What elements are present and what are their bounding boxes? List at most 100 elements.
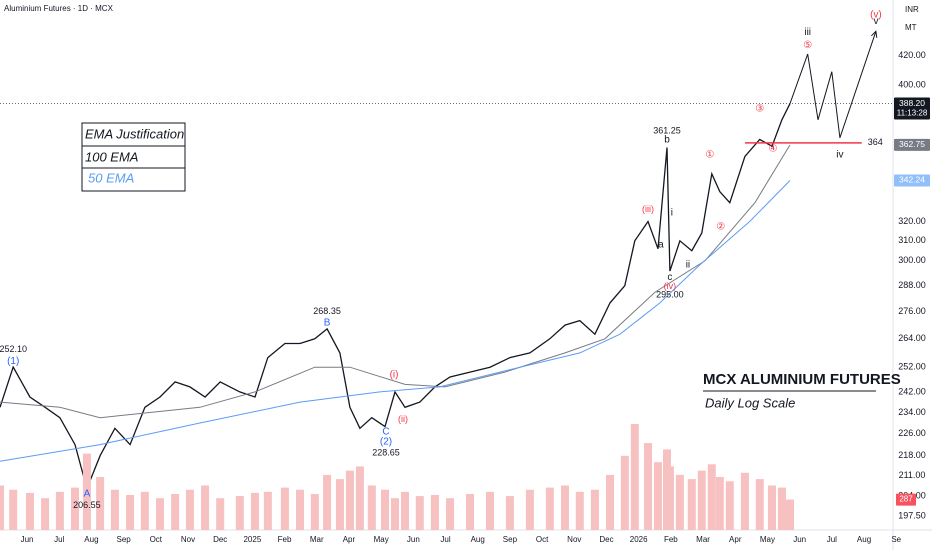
volume-bar <box>675 474 684 530</box>
ema-line <box>0 144 791 419</box>
volume-bar <box>755 479 764 530</box>
volume-bar <box>355 466 364 530</box>
y-tick-label: 276.00 <box>898 306 926 316</box>
x-tick-label: Sep <box>503 535 518 544</box>
projection-path <box>789 31 876 138</box>
y-tick-label: 400.00 <box>898 80 926 90</box>
price-badge-label: 342.24 <box>899 175 925 185</box>
x-tick-label: Jul <box>440 535 450 544</box>
ema-line <box>0 180 791 462</box>
price-badge <box>894 138 930 151</box>
volume-bar <box>697 470 706 530</box>
x-tick-label: Sep <box>116 535 131 544</box>
x-tick-label: Dec <box>599 535 613 544</box>
x-tick-label: May <box>374 535 389 544</box>
volume-bar <box>430 495 439 530</box>
volume-bar <box>41 498 50 530</box>
price-line <box>0 103 791 491</box>
unit: MT <box>905 23 917 32</box>
x-tick-label: Apr <box>343 535 356 544</box>
wave-label: i <box>671 207 673 218</box>
wave-label: (iii) <box>642 204 654 214</box>
volume-bar <box>767 485 776 530</box>
x-tick-label: Aug <box>857 535 871 544</box>
volume-bar <box>126 495 135 530</box>
y-tick-label: 234.00 <box>898 407 926 417</box>
wave-label: (ii) <box>398 414 408 424</box>
volume-badge <box>896 493 916 506</box>
volume-bar <box>466 493 474 530</box>
wave-label: ② <box>716 221 725 232</box>
volume-bar <box>155 498 164 530</box>
volume-bar <box>381 489 390 530</box>
wave-label: c <box>667 272 672 283</box>
volume-bar <box>201 485 210 530</box>
volume-bar <box>335 479 344 530</box>
volume-bar <box>740 472 749 530</box>
volume-bar <box>55 491 64 530</box>
y-tick-label: 310.00 <box>898 235 926 245</box>
chart-note: Daily Log Scale <box>705 395 795 410</box>
volume-bar <box>715 477 724 530</box>
x-tick-label: Se <box>891 535 901 544</box>
volume-bar <box>644 443 653 530</box>
wave-label: (1) <box>7 356 19 367</box>
price-badge <box>894 97 930 120</box>
ema-legend-box: EMA Justification 100 EMA 50 EMA <box>81 122 186 192</box>
x-tick-label: Nov <box>181 535 195 544</box>
wave-label: ③ <box>755 103 764 114</box>
wave-label: A <box>84 488 91 499</box>
x-tick-label: Mar <box>310 535 324 544</box>
y-tick-label: 218.00 <box>898 450 926 460</box>
y-tick-label: 242.00 <box>898 386 926 396</box>
currency: INR <box>905 5 919 14</box>
volume-bar <box>390 498 399 530</box>
volume-bar <box>707 464 716 530</box>
x-tick-label: Feb <box>278 535 292 544</box>
volume-bar <box>96 477 105 530</box>
volume-bar <box>140 491 149 530</box>
legend-frame <box>81 122 186 192</box>
volume-bar <box>345 470 354 530</box>
volume-bar <box>82 453 91 530</box>
y-tick-label: 420.00 <box>898 50 926 60</box>
x-tick-label: Oct <box>536 535 549 544</box>
x-tick-label: Aug <box>84 535 98 544</box>
level-label: 364 <box>868 137 883 147</box>
volume-bar <box>575 491 584 530</box>
volume-bar <box>171 493 180 530</box>
countdown: 11:13:28 <box>897 109 928 118</box>
volume-badge-label: 287 <box>899 495 913 504</box>
volume-bar <box>525 489 534 530</box>
x-tick-label: Dec <box>213 535 227 544</box>
volume-bar <box>654 462 662 530</box>
volume-bar <box>310 493 319 530</box>
wave-label: 268.35 <box>313 306 341 316</box>
volume-bar <box>400 491 409 530</box>
volume-bar <box>296 489 305 530</box>
price-badge <box>894 174 930 187</box>
wave-label: ii <box>686 260 690 271</box>
x-tick-label: Feb <box>664 535 678 544</box>
volume-bar <box>250 492 259 530</box>
volume-bar <box>280 487 289 530</box>
price-badge-label: 362.75 <box>899 139 925 149</box>
wave-label: C <box>382 426 389 437</box>
volume-bar <box>665 466 674 530</box>
volume-bar <box>446 498 455 530</box>
wave-label: v <box>873 16 878 27</box>
volume-bar <box>216 498 225 530</box>
legend-entry: 50 EMA <box>88 170 134 185</box>
volume-bar <box>323 474 332 530</box>
volume-bar <box>25 492 34 530</box>
y-tick-label: 264.00 <box>898 333 926 343</box>
volume-bar <box>0 485 4 530</box>
wave-label: iii <box>804 27 811 38</box>
y-tick-label: 288.00 <box>898 280 926 290</box>
wave-label: 228.65 <box>372 447 400 457</box>
y-tick-label: 300.00 <box>898 255 926 265</box>
chart-title: Aluminium Futures · 1D · MCX <box>4 4 114 13</box>
wave-label: (2) <box>380 436 392 447</box>
